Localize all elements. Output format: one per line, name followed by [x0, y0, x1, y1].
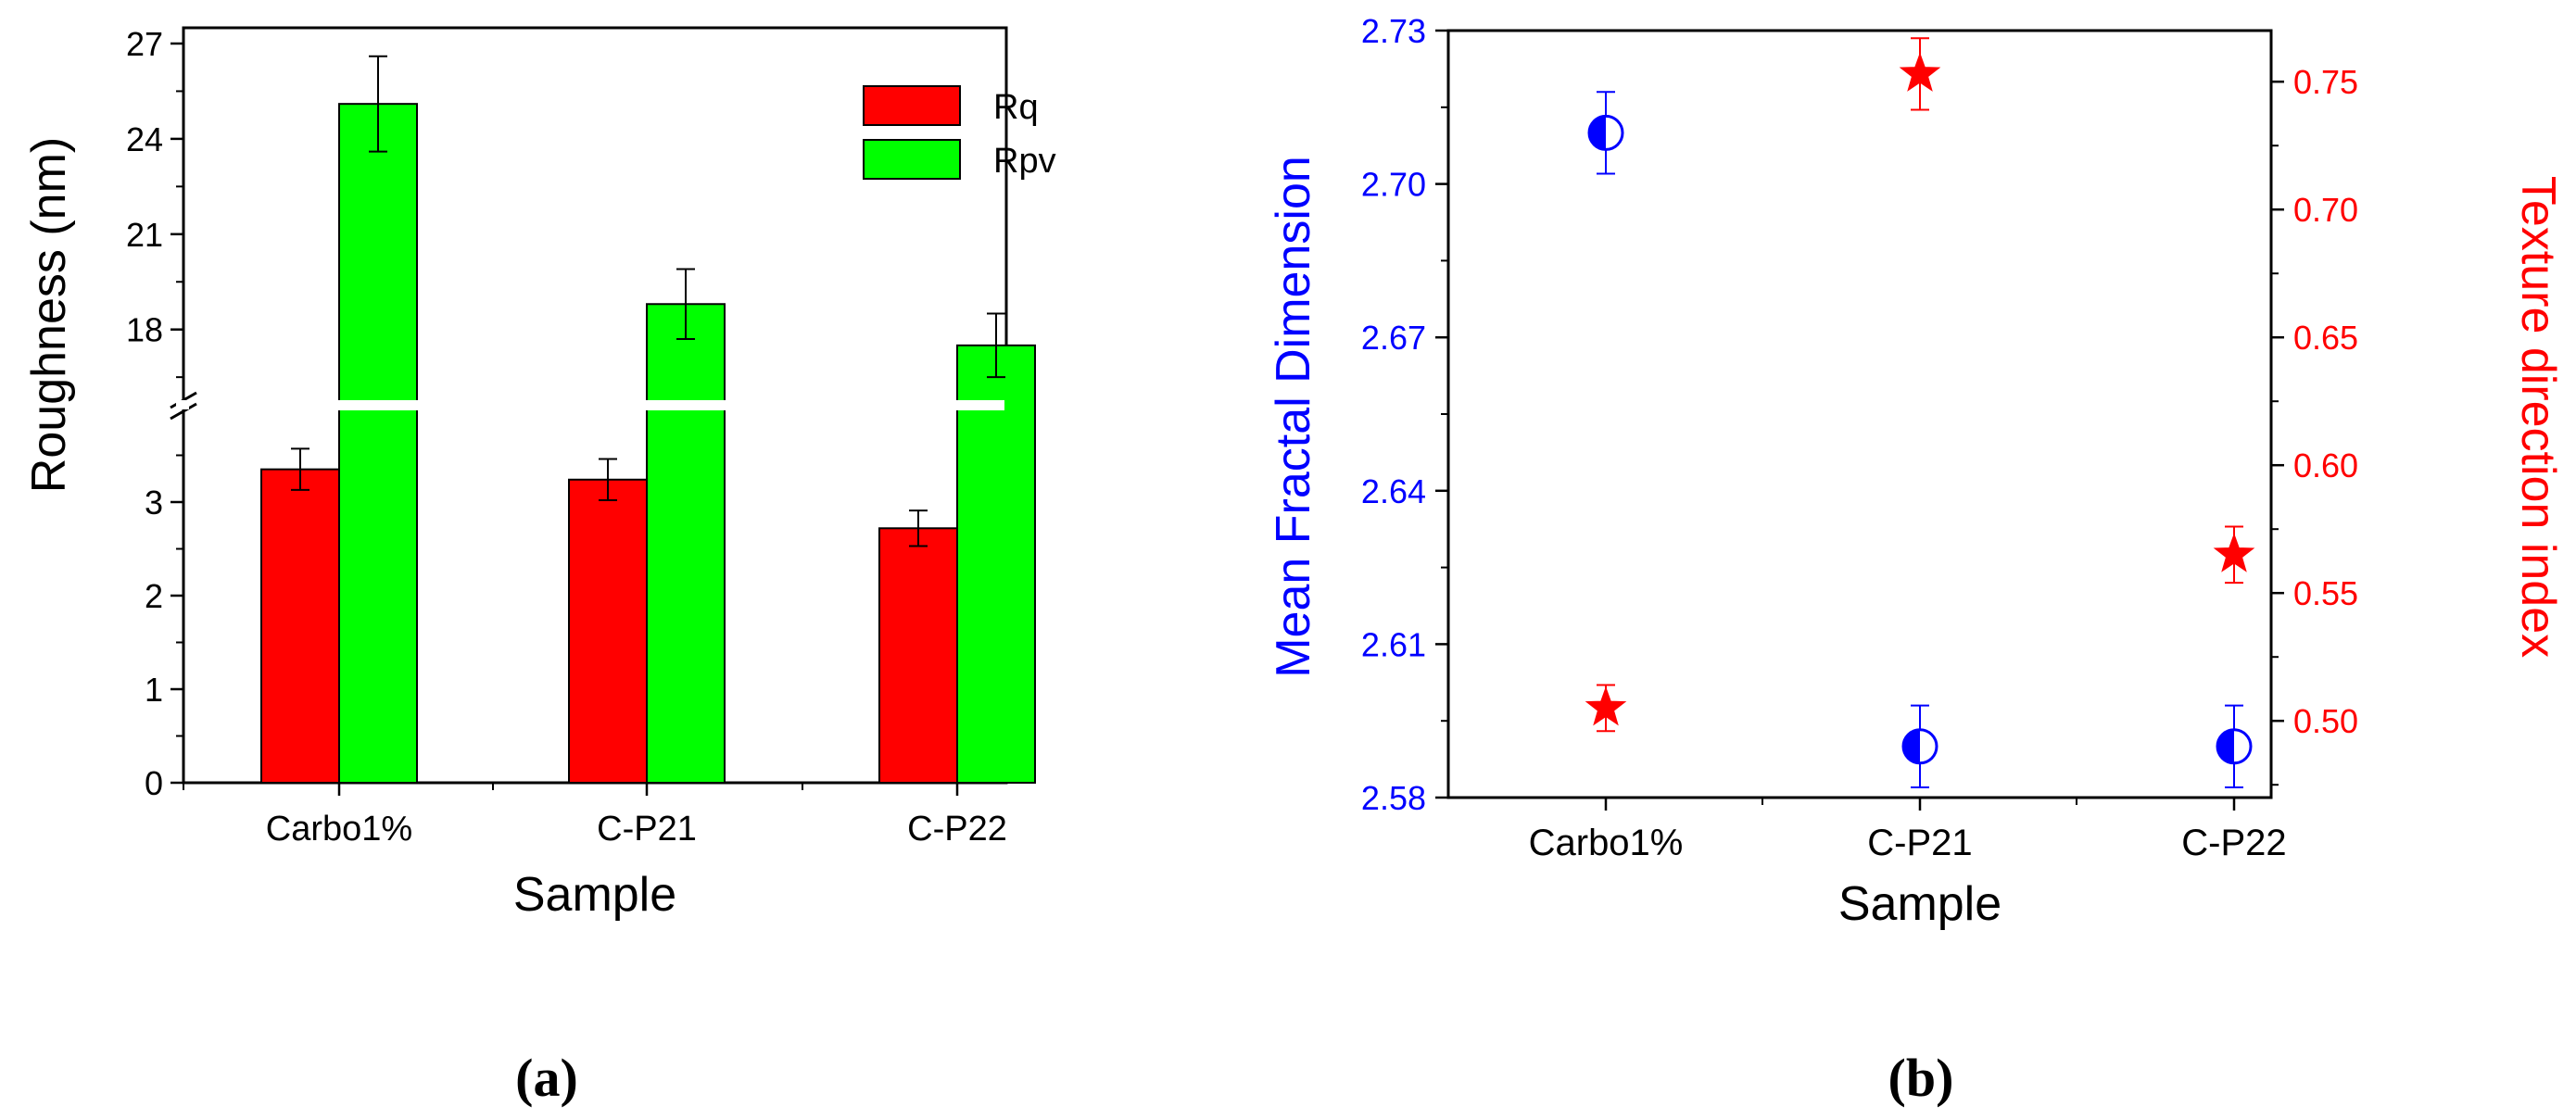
right-y-tick-label: 0.70 — [2293, 191, 2358, 229]
panel-b-fractal-texture-chart: 2.58 2.61 2.64 2.67 2.70 2.73 0.50 0.55 0.60 0.65… — [1267, 12, 2565, 1108]
panel-a-label: (a) — [515, 1048, 578, 1108]
panel-b-left-y-axis-title: Mean Fractal Dimension — [1267, 156, 1320, 678]
y-tick-label-lower: 1 — [145, 671, 163, 709]
left-y-tick-label: 2.70 — [1361, 166, 1426, 204]
bar-rpv-2 — [956, 344, 1036, 784]
x-tick-label: C-P21 — [597, 810, 697, 849]
left-y-tick-label: 2.64 — [1361, 472, 1426, 510]
left-y-tick-label: 2.73 — [1361, 12, 1426, 50]
b-x-tick-label: C-P22 — [2181, 823, 2286, 863]
legend-swatch-rq — [863, 85, 961, 126]
bar-rq-0 — [260, 468, 340, 784]
y-tick-label-lower: 0 — [145, 764, 163, 802]
left-y-tick-label: 2.58 — [1361, 779, 1426, 817]
legend-label-rpv: Rpv — [993, 142, 1056, 181]
fractal-marker-outline — [1901, 728, 1938, 765]
axis-break-gap — [185, 400, 1004, 410]
x-tick-label: Carbo1% — [266, 810, 412, 849]
panel-a-roughness-chart: 0 1 2 3 18 21 24 27 Carbo1% C-P21 C-P22 Rq Rpv Sam… — [22, 25, 1056, 1108]
panel-b-x-axis-title: Sample — [1838, 877, 2001, 931]
y-tick-label-upper: 24 — [126, 120, 163, 158]
fractal-marker-outline — [2216, 728, 2253, 765]
error-bar-rpv-0 — [369, 55, 387, 153]
panel-a-x-axis-title: Sample — [513, 868, 676, 922]
legend-swatch-rpv — [863, 139, 961, 180]
legend-label-rq: Rq — [993, 88, 1039, 127]
fractal-point-2 — [2216, 728, 2253, 765]
texture-star-point-2 — [2213, 533, 2255, 572]
fractal-point-0 — [1587, 114, 1624, 151]
right-y-tick-label: 0.65 — [2293, 319, 2358, 357]
left-y-tick-label: 2.61 — [1361, 625, 1426, 663]
error-bar-rq-2 — [909, 509, 928, 547]
axis-break-gap-y — [176, 400, 189, 409]
bar-rq-2 — [878, 527, 958, 785]
left-y-tick-label: 2.67 — [1361, 319, 1426, 357]
right-y-tick-label: 0.60 — [2293, 446, 2358, 484]
panel-b-plot-frame — [1446, 29, 2273, 799]
error-bar-rq-0 — [291, 447, 309, 491]
axis-break-mark-2 — [170, 402, 197, 421]
right-y-tick-label: 0.50 — [2293, 702, 2358, 740]
bar-rq-1 — [568, 478, 648, 784]
b-x-tick-label: Carbo1% — [1529, 823, 1684, 863]
panel-b-label: (b) — [1888, 1048, 1954, 1108]
y-tick-label-upper: 27 — [126, 25, 163, 63]
y-tick-label-lower: 3 — [145, 484, 163, 522]
error-bar-rpv-2 — [987, 312, 1005, 379]
bar-rpv-0 — [338, 103, 418, 785]
right-y-tick-label: 0.55 — [2293, 574, 2358, 612]
bar-rpv-1 — [646, 303, 726, 784]
error-bar-rpv-1 — [676, 268, 695, 340]
fractal-marker-fill — [2217, 729, 2234, 763]
x-tick-label: C-P22 — [907, 810, 1007, 849]
fractal-marker-fill — [1903, 729, 1920, 763]
right-y-tick-label: 0.75 — [2293, 63, 2358, 101]
y-tick-label-upper: 18 — [126, 311, 163, 349]
fractal-marker-fill — [1589, 116, 1606, 150]
texture-star-point-0 — [1585, 685, 1627, 726]
fractal-marker-outline — [1587, 114, 1624, 151]
b-x-tick-label: C-P21 — [1867, 823, 1972, 863]
panel-a-y-axis-title: Roughness (nm) — [22, 137, 76, 493]
error-bar-rq-1 — [599, 458, 617, 501]
panel-a-legend: Rq Rpv — [863, 85, 1056, 181]
fractal-point-1 — [1901, 728, 1938, 765]
panel-b-right-y-axis-title: Texture direction index — [2511, 176, 2565, 658]
texture-star-point-1 — [1899, 52, 1941, 92]
y-tick-label-upper: 21 — [126, 216, 163, 254]
y-tick-label-lower: 2 — [145, 577, 163, 615]
